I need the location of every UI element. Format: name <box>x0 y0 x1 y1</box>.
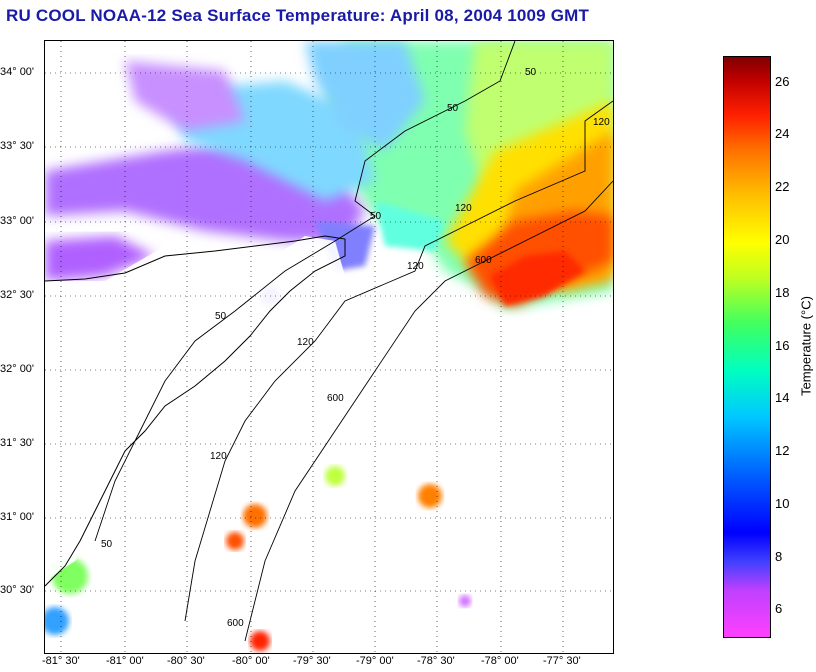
contour-label: 600 <box>475 255 492 266</box>
colorbar-tick: 26 <box>775 74 790 89</box>
lon-label: -79° 30' <box>293 655 331 667</box>
colorbar-tick: 10 <box>775 496 790 511</box>
temperature-colorbar <box>723 56 771 638</box>
colorbar-label: Temperature (°C) <box>798 296 814 396</box>
lat-label: 30° 30' <box>0 584 35 596</box>
colorbar-tick: 6 <box>775 601 783 616</box>
colorbar-tick: 24 <box>775 126 790 141</box>
contour-label: 120 <box>407 261 424 272</box>
lon-label: -78° 30' <box>417 655 455 667</box>
contour-label: 50 <box>525 67 537 78</box>
contour-label: 120 <box>210 451 227 462</box>
colorbar-tick: 20 <box>775 232 790 247</box>
sst-map: 50 50 50 50 50 120 120 120 120 120 600 6… <box>45 41 613 653</box>
lat-label: 34° 00' <box>0 66 35 78</box>
lon-label: -78° 00' <box>481 655 519 667</box>
graticule <box>45 41 613 653</box>
lon-label: -79° 00' <box>356 655 394 667</box>
colorbar-tick: 22 <box>775 179 790 194</box>
contour-label: 600 <box>227 618 244 629</box>
contour-label: 120 <box>297 337 314 348</box>
coastline <box>45 235 346 587</box>
lat-label: 31° 00' <box>0 511 35 523</box>
lat-label: 33° 00' <box>0 215 35 227</box>
contour-label: 120 <box>455 203 472 214</box>
contour-label: 600 <box>327 393 344 404</box>
lat-label: 33° 30' <box>0 140 35 152</box>
lat-label: 31° 30' <box>0 437 35 449</box>
colorbar-tick: 14 <box>775 390 790 405</box>
colorbar-tick: 8 <box>775 549 783 564</box>
map-title: RU COOL NOAA-12 Sea Surface Temperature:… <box>6 6 590 25</box>
contour-label: 50 <box>370 211 382 222</box>
lon-label: -80° 30' <box>167 655 205 667</box>
lon-label: -81° 00' <box>106 655 144 667</box>
lon-label: -77° 30' <box>543 655 581 667</box>
colorbar-tick: 16 <box>775 338 790 353</box>
contour-label: 120 <box>593 117 610 128</box>
contour-labels: 50 50 50 50 50 120 120 120 120 120 600 6… <box>101 67 610 629</box>
lon-label: -81° 30' <box>42 655 80 667</box>
contour-label: 50 <box>215 311 227 322</box>
lon-label: -80° 00' <box>232 655 270 667</box>
sst-field <box>45 41 613 651</box>
colorbar-tick: 12 <box>775 443 790 458</box>
contour-label: 50 <box>447 103 459 114</box>
lat-label: 32° 00' <box>0 363 35 375</box>
sst-map-panel[interactable]: 50 50 50 50 50 120 120 120 120 120 600 6… <box>44 40 614 654</box>
lat-label: 32° 30' <box>0 289 35 301</box>
contour-label: 50 <box>101 539 113 550</box>
isobath-contours <box>94 41 613 642</box>
land-area <box>45 236 345 581</box>
colorbar-tick: 18 <box>775 285 790 300</box>
